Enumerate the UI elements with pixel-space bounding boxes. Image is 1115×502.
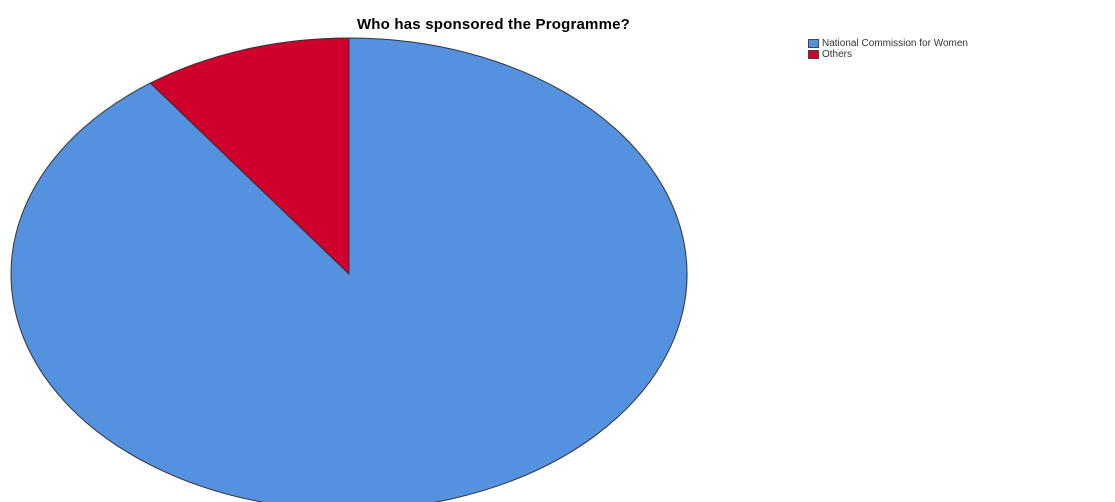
legend-swatch-ncw <box>808 39 819 48</box>
legend-label-others: Others <box>822 49 853 60</box>
legend-item-others: Others <box>808 49 968 60</box>
legend-swatch-others <box>808 50 819 59</box>
legend-item-ncw: National Commission for Women <box>808 38 968 49</box>
chart-title: Who has sponsored the Programme? <box>356 16 631 33</box>
pie-slice-ncw <box>10 37 688 502</box>
legend: National Commission for Women Others <box>808 38 968 60</box>
pie-slices <box>10 37 688 502</box>
pie-slice-others <box>149 37 350 275</box>
legend-label-ncw: National Commission for Women <box>822 38 968 49</box>
